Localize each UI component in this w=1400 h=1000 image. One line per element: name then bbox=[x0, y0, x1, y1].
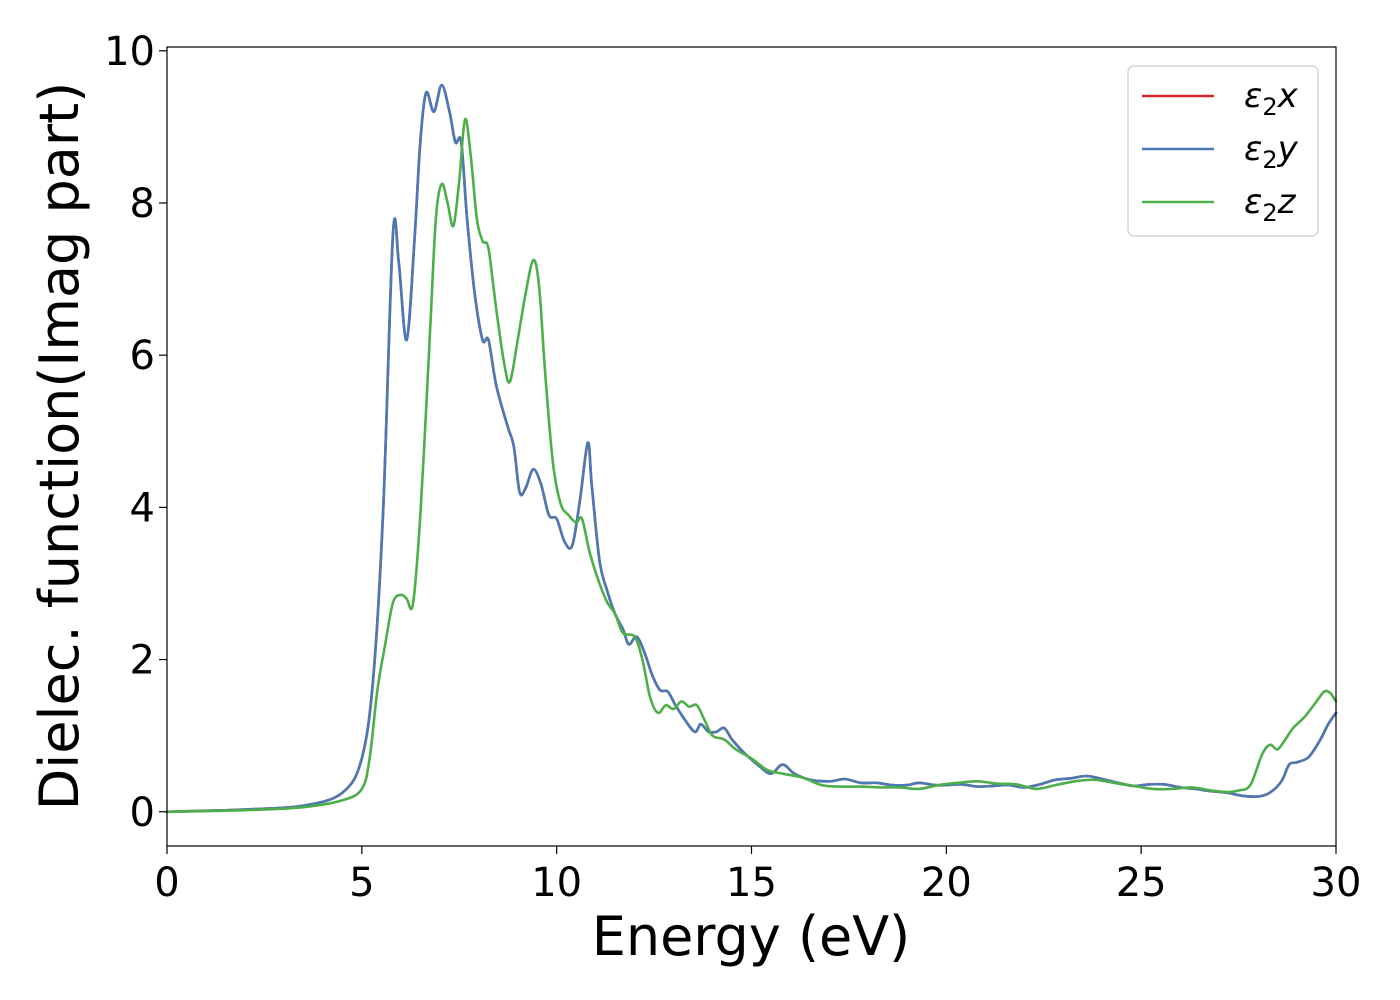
y-tick-label: 8 bbox=[130, 181, 155, 227]
x-tick-label: 25 bbox=[1116, 860, 1167, 906]
y-tick-label: 6 bbox=[130, 333, 155, 379]
y-axis-label: Dielec. function(Imag part) bbox=[28, 82, 91, 811]
x-axis: 0 5 10 15 20 25 30 bbox=[154, 846, 1361, 906]
x-tick-label: 30 bbox=[1311, 860, 1362, 906]
plot-lines bbox=[165, 83, 1338, 814]
x-tick-label: 5 bbox=[349, 860, 374, 906]
x-tick-label: 0 bbox=[154, 860, 179, 906]
y-tick-label: 2 bbox=[130, 638, 155, 684]
x-tick-label: 15 bbox=[726, 860, 777, 906]
series-line-2 bbox=[165, 117, 1338, 814]
legend-label-2: ε2z bbox=[1244, 182, 1297, 227]
y-tick-label: 10 bbox=[104, 29, 155, 75]
legend-box bbox=[1127, 65, 1319, 237]
legend: ε2x ε2y ε2z bbox=[1127, 65, 1319, 237]
x-tick-label: 10 bbox=[531, 860, 582, 906]
x-tick-label: 20 bbox=[921, 860, 972, 906]
y-tick-label: 0 bbox=[130, 790, 155, 836]
y-tick-label: 4 bbox=[130, 485, 155, 531]
legend-label-1: ε2y bbox=[1244, 129, 1299, 174]
x-axis-label: Energy (eV) bbox=[592, 905, 911, 968]
y-axis: 0 2 4 6 8 10 bbox=[104, 29, 167, 836]
legend-label-0: ε2x bbox=[1244, 76, 1299, 121]
